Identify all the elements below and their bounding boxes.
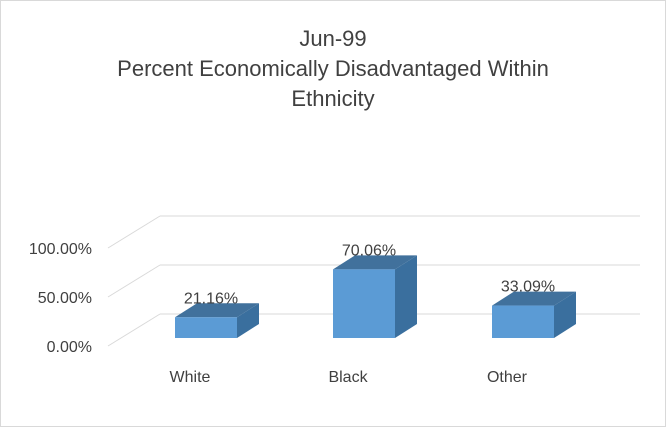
- category-label: Other: [487, 369, 528, 386]
- chart-title-line-3: Ethnicity: [291, 86, 375, 111]
- category-label: White: [170, 369, 211, 386]
- gridline-side: [107, 215, 161, 249]
- chart-title-line-2: Percent Economically Disadvantaged Withi…: [117, 56, 549, 81]
- bar-top: [333, 255, 417, 270]
- y-tick-label: 0.00%: [47, 339, 92, 356]
- y-tick-label: 100.00%: [29, 241, 92, 258]
- chart-title: Jun-99 Percent Economically Disadvantage…: [0, 24, 666, 114]
- data-label: 70.06%: [342, 242, 396, 259]
- chart-title-line-1: Jun-99: [299, 26, 367, 51]
- category-label: Black: [328, 369, 368, 386]
- bar-top: [175, 303, 259, 318]
- data-label: 33.09%: [501, 279, 555, 296]
- bar: [333, 269, 395, 338]
- bar-top: [492, 291, 576, 306]
- gridline-side: [107, 264, 161, 298]
- gridline-side: [107, 313, 161, 347]
- bar: [175, 317, 237, 338]
- y-tick-label: 50.00%: [38, 290, 92, 307]
- data-label: 21.16%: [184, 290, 238, 307]
- bar-side: [554, 291, 576, 338]
- bar: [492, 305, 554, 338]
- bar-side: [395, 255, 417, 338]
- bar-side: [237, 303, 259, 338]
